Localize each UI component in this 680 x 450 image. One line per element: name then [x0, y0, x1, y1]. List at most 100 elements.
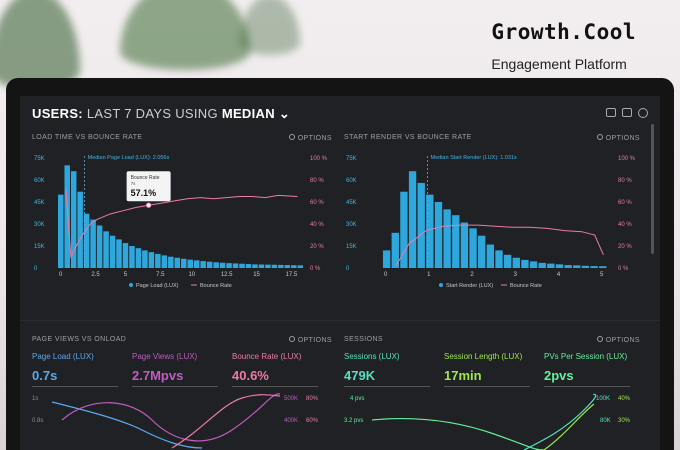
x-tick-label: 15	[253, 272, 260, 278]
x-tick-label: 2.5	[91, 272, 100, 278]
y-tick-label: 30K	[34, 222, 45, 228]
y2-tick-label: 0 %	[618, 266, 629, 272]
bar	[573, 265, 581, 268]
y2-tick-label: 40 %	[310, 222, 324, 228]
bar	[538, 262, 546, 268]
x-tick-label: 1	[427, 272, 431, 278]
x-tick-label: 0	[384, 272, 388, 278]
tick-label: 4 pvs	[350, 396, 364, 402]
x-tick-label: 5	[124, 272, 128, 278]
bar	[109, 235, 116, 268]
y2-tick-label: 40 %	[618, 222, 632, 228]
options-button[interactable]: OPTIONS	[289, 134, 332, 142]
bar	[443, 209, 451, 268]
bar	[265, 264, 271, 268]
metric-underline	[132, 386, 218, 387]
metric-value-sessions: 479K	[344, 368, 376, 383]
bar	[426, 194, 434, 268]
bar	[408, 171, 417, 268]
dashboard-header[interactable]: USERS: LAST 7 DAYS USING MEDIAN ⌄	[32, 106, 290, 122]
metric-value-session-length: 17min	[444, 368, 482, 383]
y-tick-label: 0	[34, 266, 38, 272]
sessions-chart: 4 pvs 3.2 pvs 100K 80K 40% 30%	[344, 393, 631, 450]
bar	[83, 213, 90, 268]
page-views-chart: 1s 0.8s 500K 400K 80% 60%	[32, 393, 319, 449]
page-load-line	[51, 401, 203, 449]
image-icon[interactable]	[622, 108, 632, 117]
help-icon[interactable]	[638, 108, 648, 118]
metric-underline	[444, 386, 530, 387]
bar	[452, 215, 460, 268]
y2-tick-label: 60 %	[618, 200, 632, 206]
brand-subtitle: Engagement Platform	[491, 56, 627, 72]
metric-underline	[344, 386, 430, 387]
y-tick-label: 60K	[34, 178, 45, 184]
bar	[64, 165, 70, 268]
bar	[135, 248, 142, 268]
bar	[512, 257, 520, 268]
bar	[252, 264, 258, 268]
options-button[interactable]: OPTIONS	[597, 134, 640, 142]
metric-label-page-views: Page Views (LUX)	[132, 352, 198, 361]
bar	[503, 254, 512, 268]
x-tick-label: 7.5	[156, 272, 165, 278]
y2-tick-label: 20 %	[618, 244, 632, 250]
scrollbar[interactable]	[651, 124, 654, 254]
metric-label-sessions: Sessions (LUX)	[344, 352, 400, 361]
session-length-line	[543, 403, 595, 450]
bounce-rate-line	[395, 224, 604, 267]
bar	[590, 266, 598, 268]
plant-leaf	[0, 0, 80, 90]
metric-underline	[544, 386, 630, 387]
chevron-down-icon[interactable]: ⌄	[278, 106, 291, 121]
bar	[434, 202, 443, 268]
legend-label-b: Bounce Rate	[200, 283, 232, 289]
metric-value-bounce-rate: 40.6%	[232, 368, 269, 383]
dashboard-screen: USERS: LAST 7 DAYS USING MEDIAN ⌄ LOAD T…	[20, 96, 660, 450]
header-prefix: USERS:	[32, 106, 83, 121]
tick-label: 40%	[618, 396, 631, 402]
bounce-rate-line	[65, 188, 298, 259]
monitor-icon[interactable]	[606, 108, 616, 117]
bounce-rate-line	[171, 394, 281, 449]
tooltip-point	[145, 202, 152, 208]
y-tick-label: 30K	[346, 222, 357, 228]
bar	[70, 171, 77, 268]
y-tick-label: 75K	[34, 156, 45, 162]
bar	[181, 258, 187, 268]
x-tick-label: 0	[59, 272, 63, 278]
monitor: USERS: LAST 7 DAYS USING MEDIAN ⌄ LOAD T…	[6, 78, 674, 450]
brand-block: Growth.Cool Engagement Platform	[491, 20, 636, 72]
panel-title: LOAD TIME VS BOUNCE RATE	[32, 134, 143, 141]
bar	[155, 253, 161, 268]
legend-label-a: Start Render (LUX)	[446, 283, 493, 289]
y2-tick-label: 100 %	[618, 156, 636, 162]
bar	[213, 262, 219, 268]
header-using: USING	[175, 106, 218, 121]
section-divider	[20, 320, 660, 321]
tooltip-sub: 7s	[131, 181, 137, 186]
bar	[168, 256, 174, 268]
bar	[291, 265, 297, 268]
y-tick-label: 60K	[346, 178, 357, 184]
y-tick-label: 75K	[346, 156, 357, 162]
bar	[478, 235, 486, 268]
tooltip-label: Bounce Rate	[131, 175, 160, 181]
metric-label-pvs-per-session: PVs Per Session (LUX)	[544, 352, 628, 361]
metric-label-page-load: Page Load (LUX)	[32, 352, 94, 361]
x-tick-label: 10	[188, 272, 195, 278]
bar	[271, 264, 278, 268]
tick-label: 60%	[306, 418, 319, 424]
metric-label-bounce-rate: Bounce Rate (LUX)	[232, 352, 302, 361]
options-button[interactable]: OPTIONS	[597, 336, 640, 344]
bar	[495, 250, 503, 268]
brand-title: Growth.Cool	[491, 20, 636, 44]
options-button[interactable]: OPTIONS	[289, 336, 332, 344]
bar	[77, 191, 83, 268]
page-views-line	[61, 393, 281, 442]
legend-label-b: Bounce Rate	[510, 283, 542, 289]
bar	[382, 250, 391, 268]
sessions-line	[523, 393, 597, 450]
tick-label: 100K	[596, 396, 610, 402]
x-tick-label: 17.5	[286, 272, 298, 278]
